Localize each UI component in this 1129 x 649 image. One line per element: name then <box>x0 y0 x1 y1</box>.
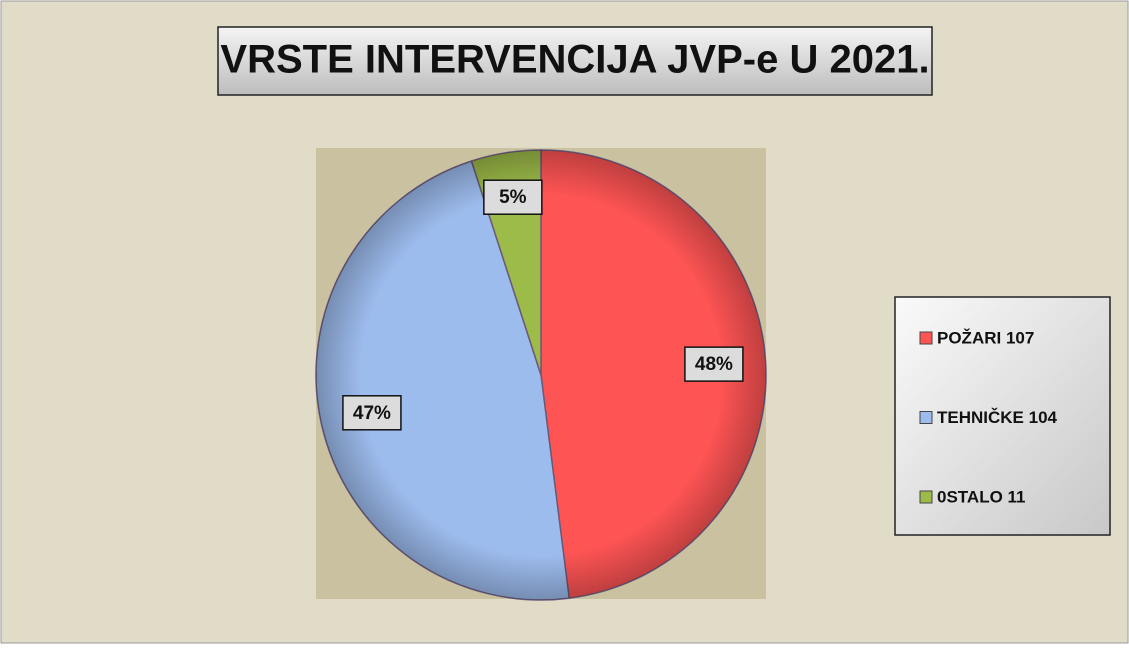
legend-label: POŽARI 107 <box>937 328 1034 347</box>
data-label-box <box>684 346 744 382</box>
pie-shade <box>316 150 766 600</box>
title-box <box>217 26 933 96</box>
chart-title: VRSTE INTERVENCIJA JVP-e U 2021. <box>220 38 929 82</box>
legend-swatch <box>919 490 933 504</box>
data-label-box <box>342 395 402 431</box>
data-label: 48% <box>695 354 733 375</box>
data-label-box <box>483 179 543 215</box>
legend-swatch <box>919 411 933 424</box>
data-label: 47% <box>353 403 391 424</box>
legend-swatch <box>919 331 933 345</box>
legend-label: 0STALO 11 <box>937 487 1026 506</box>
legend-label: TEHNIČKE 104 <box>937 408 1058 427</box>
data-label: 5% <box>499 187 527 208</box>
